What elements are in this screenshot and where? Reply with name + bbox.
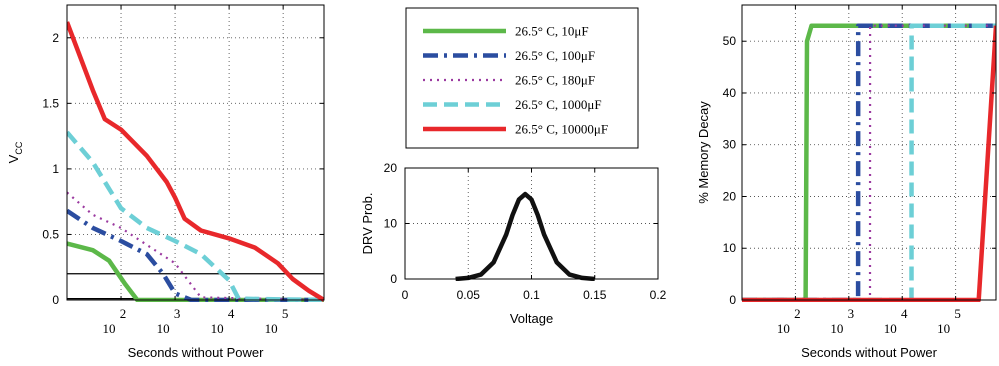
legend-label: 26.5° C, 10000μF <box>515 122 608 137</box>
x-tick-base: 10 <box>937 321 950 336</box>
x-tick-base: 10 <box>884 321 897 336</box>
x-axis-label: Seconds without Power <box>801 345 938 360</box>
y-tick-label: 20 <box>723 189 737 203</box>
y-axis-label-subscript: CC <box>14 141 24 154</box>
x-tick-exponent: 5 <box>282 306 289 321</box>
x-axis-label: Seconds without Power <box>128 345 265 360</box>
panel-left: 10 2 10 3 10 4 10 5 0 0.5 1 1.5 2 Seconds without Pow… <box>6 4 325 360</box>
y-axis-label: VCC <box>6 141 24 163</box>
legend-label: 26.5° C, 180μF <box>515 73 595 88</box>
y-axis-label: % Memory Decay <box>696 101 711 204</box>
y-axis-label: DRV Prob. <box>360 193 375 255</box>
panel-middle: 0 0.05 0.1 0.15 0.2 0 10 20 Voltage DRV Prob. <box>360 161 667 326</box>
y-tick-label: 20 <box>384 161 398 175</box>
series-line-26-5-c-180-f <box>67 191 324 302</box>
legend-label: 26.5° C, 1000μF <box>515 97 602 112</box>
y-tick-label: 0 <box>52 293 59 307</box>
series-group <box>742 23 996 302</box>
series-line-curve <box>455 191 595 281</box>
x-tick-exponent: 2 <box>794 306 801 321</box>
series-line-26-5-c-1000-f <box>67 130 324 302</box>
x-tick-exponent: 2 <box>120 306 127 321</box>
x-tick-exponent: 3 <box>174 306 181 321</box>
series-line-26-5-c-100-f <box>742 23 996 302</box>
y-tick-label: 40 <box>723 86 737 100</box>
x-axis-label: Voltage <box>510 311 553 326</box>
legend-label: 26.5° C, 100μF <box>515 48 595 63</box>
y-tick-label: 0.5 <box>42 227 59 241</box>
legend: 26.5° C, 10μF 26.5° C, 100μF 26.5° C, 180μ… <box>405 7 639 149</box>
y-tick-label: 2 <box>52 31 59 45</box>
plot-frame <box>741 4 997 301</box>
x-tick-base: 10 <box>777 321 790 336</box>
y-tick-label: 50 <box>723 34 737 48</box>
x-tick-exponent: 4 <box>901 306 908 321</box>
x-tick-label: 0 <box>402 288 409 302</box>
y-tick-label: 30 <box>723 138 737 152</box>
y-tick-label: 1 <box>52 162 59 176</box>
x-tick-base: 10 <box>103 321 116 336</box>
x-tick-label: 0.1 <box>523 288 540 302</box>
x-tick-exponent: 5 <box>954 306 961 321</box>
y-tick-label: 10 <box>723 241 737 255</box>
x-tick-base: 10 <box>830 321 843 336</box>
series-group <box>67 21 324 302</box>
x-tick-base: 10 <box>157 321 170 336</box>
y-tick-label: 10 <box>384 217 398 231</box>
x-tick-base: 10 <box>211 321 224 336</box>
series-line-26-5-c-10000-f <box>67 21 324 302</box>
x-tick-label: 0.05 <box>457 288 481 302</box>
series-line-26-5-c-100-f <box>67 208 324 302</box>
x-tick-label: 0.15 <box>583 288 607 302</box>
x-tick-exponent: 4 <box>228 306 235 321</box>
series-line-26-5-c-180-f <box>742 24 996 302</box>
y-tick-label: 0 <box>390 272 397 286</box>
series-group <box>455 191 595 281</box>
x-tick-label: 0.2 <box>650 288 667 302</box>
plot-frame <box>66 4 325 301</box>
legend-label: 26.5° C, 10μF <box>515 24 589 39</box>
x-tick-base: 10 <box>265 321 278 336</box>
x-tick-exponent: 3 <box>848 306 855 321</box>
y-tick-label: 1.5 <box>42 96 59 110</box>
y-tick-label: 0 <box>729 293 736 307</box>
